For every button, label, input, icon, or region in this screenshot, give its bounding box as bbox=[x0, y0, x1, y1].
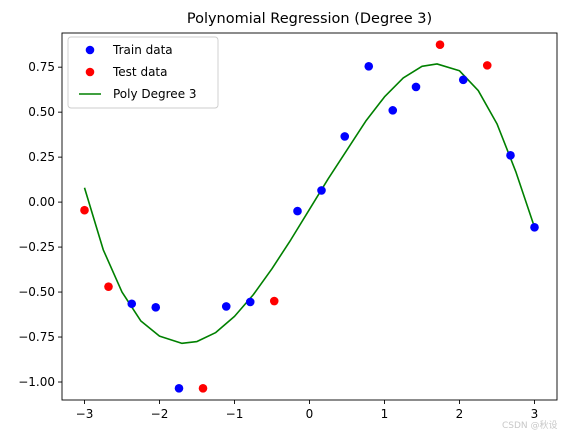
test-data-point bbox=[269, 296, 279, 306]
test-data-point bbox=[198, 384, 208, 393]
train-data-point bbox=[340, 132, 350, 141]
x-tick-label: 1 bbox=[381, 407, 389, 421]
plot-area bbox=[80, 40, 539, 393]
train-data-point bbox=[293, 206, 302, 216]
train-data-point bbox=[174, 384, 184, 393]
train-data-point bbox=[317, 186, 326, 195]
legend-box bbox=[67, 36, 219, 109]
train-data-point bbox=[458, 75, 468, 85]
x-tick-label: 0 bbox=[306, 407, 314, 421]
series-line-poly-degree-3 bbox=[83, 63, 536, 345]
y-tick-label: 0.75 bbox=[28, 60, 55, 74]
legend-label: Test data bbox=[112, 65, 167, 79]
train-data-point bbox=[411, 82, 421, 92]
chart-title: Polynomial Regression (Degree 3) bbox=[187, 11, 432, 27]
x-axis-ticks: −3 −2 −1 0 1 2 3 bbox=[76, 400, 539, 421]
train-data-point bbox=[127, 299, 137, 309]
train-data-point bbox=[530, 222, 539, 232]
axes-frame bbox=[61, 32, 558, 401]
legend: Train data Test data Poly Degree 3 bbox=[67, 36, 219, 109]
y-tick-label: −0.25 bbox=[18, 240, 55, 254]
y-tick-label: −0.75 bbox=[18, 330, 55, 344]
x-tick-label: −1 bbox=[226, 407, 244, 421]
test-data-point bbox=[435, 40, 445, 49]
train-data-point bbox=[388, 106, 398, 115]
y-tick-label: 0.50 bbox=[28, 105, 55, 119]
legend-marker bbox=[85, 45, 95, 55]
legend-label: Poly Degree 3 bbox=[113, 87, 197, 101]
test-data-point bbox=[80, 205, 89, 215]
x-tick-label: −3 bbox=[76, 407, 94, 421]
train-data-point bbox=[506, 151, 515, 160]
legend-label: Train data bbox=[112, 43, 173, 57]
y-tick-label: 0.25 bbox=[28, 150, 55, 164]
y-axis-ticks: −1.00 −0.75 −0.50 −0.25 0.00 0.25 0.50 0.75 bbox=[18, 60, 62, 389]
train-data-point bbox=[245, 297, 255, 307]
legend-marker bbox=[85, 67, 95, 77]
train-data-point bbox=[151, 303, 161, 312]
train-data-point bbox=[364, 61, 374, 71]
y-tick-label: −0.50 bbox=[18, 285, 55, 299]
train-data-point bbox=[221, 302, 231, 311]
y-tick-label: 0.00 bbox=[28, 195, 55, 209]
test-data-point bbox=[482, 61, 492, 70]
x-tick-label: 3 bbox=[531, 407, 539, 421]
y-tick-label: −1.00 bbox=[18, 375, 55, 389]
x-tick-label: −2 bbox=[151, 407, 169, 421]
test-data-point bbox=[104, 282, 113, 291]
watermark: CSDN @秋设 bbox=[502, 419, 558, 431]
x-tick-label: 2 bbox=[456, 407, 464, 421]
